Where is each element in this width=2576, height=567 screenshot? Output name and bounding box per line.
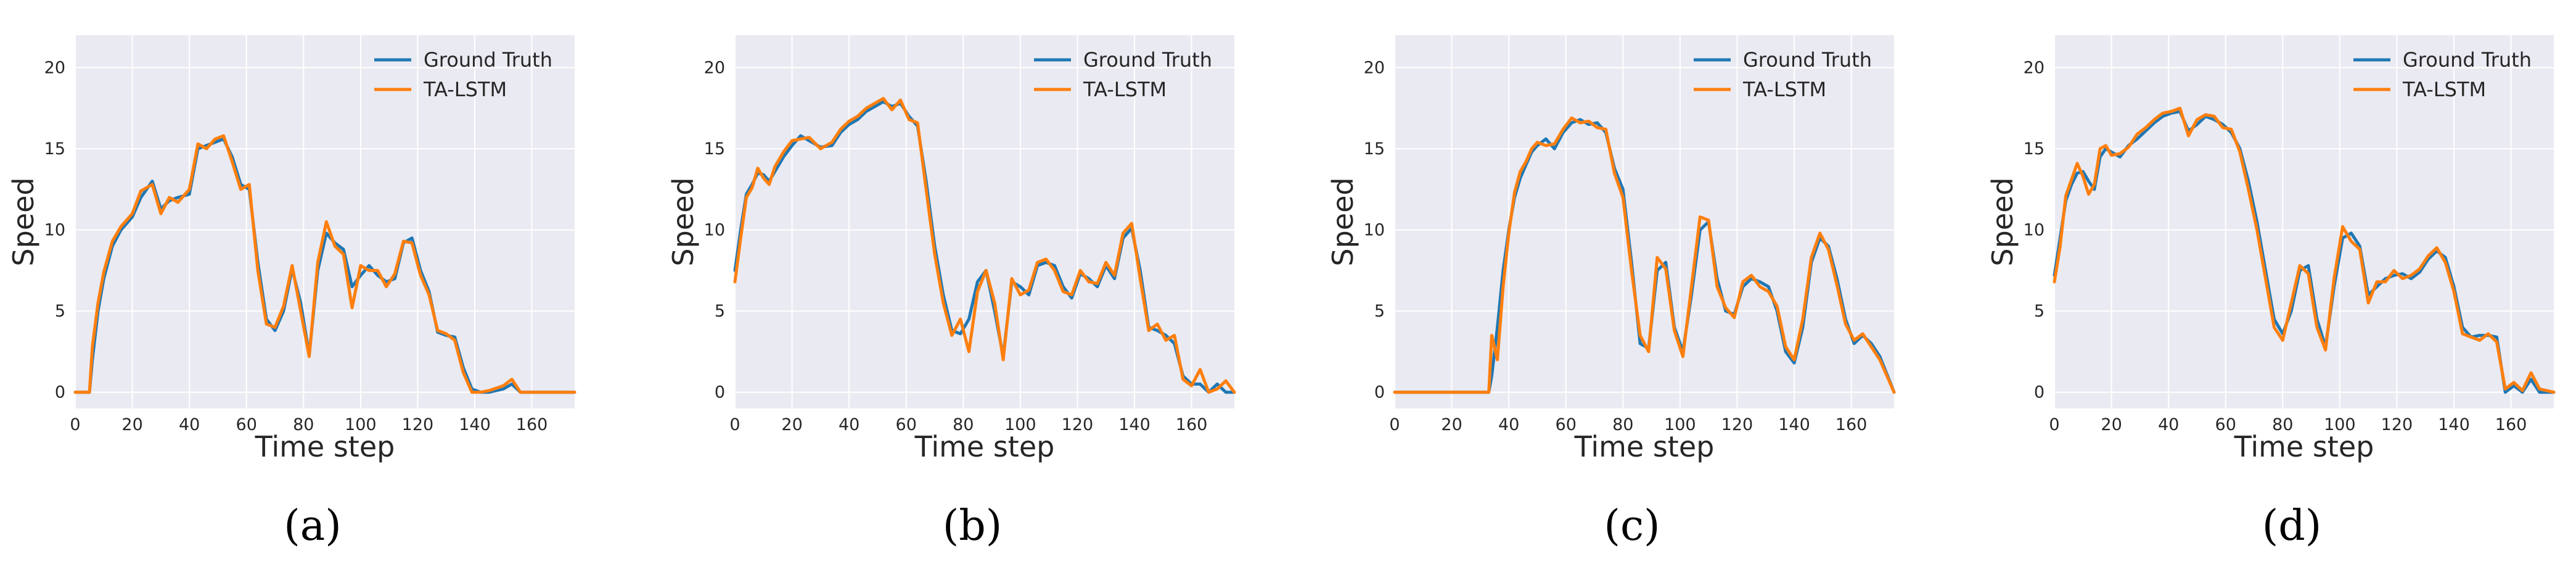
y-tick-label: 15 xyxy=(44,139,65,159)
y-tick-label: 20 xyxy=(44,59,65,78)
plot-background xyxy=(735,35,1234,408)
x-tick-label: 0 xyxy=(1389,415,1400,434)
x-tick-label: 100 xyxy=(1664,415,1696,434)
plot-background xyxy=(2054,35,2554,408)
y-tick-label: 5 xyxy=(55,302,65,321)
y-tick-label: 0 xyxy=(715,383,725,402)
legend-label: Ground Truth xyxy=(1743,48,1872,72)
y-tick-label: 5 xyxy=(1374,302,1385,321)
y-tick-label: 20 xyxy=(2024,59,2045,78)
legend-label: TA-LSTM xyxy=(423,78,507,101)
x-tick-label: 40 xyxy=(2158,415,2179,434)
y-tick-label: 15 xyxy=(1364,139,1385,159)
x-tick-label: 120 xyxy=(1721,415,1754,434)
y-tick-label: 10 xyxy=(2024,221,2045,240)
x-tick-label: 160 xyxy=(516,415,548,434)
panel-label: (c) xyxy=(1604,502,1660,550)
panel-label: (b) xyxy=(943,502,1003,550)
y-axis-label: Speed xyxy=(1986,177,2019,266)
x-tick-label: 20 xyxy=(121,415,142,434)
x-tick-label: 0 xyxy=(70,415,80,434)
legend-label: TA-LSTM xyxy=(1742,78,1826,101)
x-tick-label: 140 xyxy=(459,415,491,434)
y-tick-label: 0 xyxy=(55,383,65,402)
x-tick-label: 160 xyxy=(2495,415,2527,434)
panel-label: (d) xyxy=(2262,502,2322,550)
y-axis-label: Speed xyxy=(667,177,700,266)
x-tick-label: 40 xyxy=(179,415,200,434)
y-tick-label: 10 xyxy=(44,221,65,240)
x-tick-label: 120 xyxy=(1062,415,1094,434)
y-tick-label: 5 xyxy=(2034,302,2045,321)
x-tick-label: 140 xyxy=(2438,415,2470,434)
y-tick-label: 20 xyxy=(1364,59,1385,78)
x-tick-label: 0 xyxy=(2049,415,2059,434)
x-tick-label: 20 xyxy=(1441,415,1462,434)
chart-panel-3: 0 20 40 60 80 100 120 140 160 0 5 10 15 20 Ground Trut… xyxy=(1326,35,1896,550)
y-tick-label: 0 xyxy=(2034,383,2045,402)
x-tick-label: 100 xyxy=(345,415,377,434)
x-tick-label: 20 xyxy=(781,415,802,434)
x-tick-label: 80 xyxy=(293,415,314,434)
y-tick-label: 0 xyxy=(1374,383,1385,402)
chart-panel-2: 0 20 40 60 80 100 120 140 160 0 5 10 15 20 Ground Trut… xyxy=(667,35,1236,550)
x-tick-label: 100 xyxy=(1004,415,1036,434)
legend-label: Ground Truth xyxy=(424,48,552,72)
x-tick-label: 160 xyxy=(1836,415,1868,434)
x-tick-label: 140 xyxy=(1778,415,1810,434)
x-tick-label: 20 xyxy=(2101,415,2122,434)
x-tick-label: 80 xyxy=(1612,415,1633,434)
x-axis-label: Time step xyxy=(2234,430,2374,463)
y-axis-label: Speed xyxy=(1326,177,1360,266)
series-line-ta-lstm xyxy=(73,134,576,394)
legend-label: Ground Truth xyxy=(2403,48,2532,72)
x-tick-label: 60 xyxy=(236,415,257,434)
x-tick-label: 0 xyxy=(729,415,740,434)
legend-label: TA-LSTM xyxy=(2402,78,2486,101)
x-tick-label: 160 xyxy=(1176,415,1208,434)
x-tick-label: 60 xyxy=(1556,415,1577,434)
y-tick-label: 20 xyxy=(704,59,725,78)
panel-label: (a) xyxy=(284,502,342,550)
x-tick-label: 80 xyxy=(2272,415,2293,434)
x-tick-label: 60 xyxy=(896,415,917,434)
series-line-ta-lstm xyxy=(1393,116,1896,394)
x-tick-label: 40 xyxy=(839,415,859,434)
chart-panel-4: 0 20 40 60 80 100 120 140 160 0 5 10 15 20 Ground Trut… xyxy=(1986,35,2556,550)
y-tick-label: 15 xyxy=(2024,139,2045,159)
chart-panel-1: 0 20 40 60 80 100 120 140 160 0 5 10 15 20 Ground Trut… xyxy=(7,35,576,550)
y-axis-label: Speed xyxy=(7,177,40,266)
y-tick-label: 10 xyxy=(1364,221,1385,240)
x-tick-label: 40 xyxy=(1498,415,1519,434)
x-axis-label: Time step xyxy=(1574,430,1715,463)
y-tick-label: 10 xyxy=(704,221,725,240)
legend-label: Ground Truth xyxy=(1083,48,1212,72)
x-axis-label: Time step xyxy=(255,430,395,463)
x-tick-label: 120 xyxy=(2381,415,2413,434)
x-tick-label: 140 xyxy=(1118,415,1151,434)
x-tick-label: 100 xyxy=(2324,415,2356,434)
y-tick-label: 15 xyxy=(704,139,725,159)
legend-label: TA-LSTM xyxy=(1083,78,1167,101)
x-tick-label: 80 xyxy=(953,415,974,434)
series-line-ta-lstm xyxy=(733,97,1236,394)
y-tick-label: 5 xyxy=(715,302,725,321)
x-tick-label: 120 xyxy=(402,415,434,434)
series-line-ta-lstm xyxy=(2053,106,2556,394)
x-tick-label: 60 xyxy=(2215,415,2236,434)
x-axis-label: Time step xyxy=(914,430,1055,463)
